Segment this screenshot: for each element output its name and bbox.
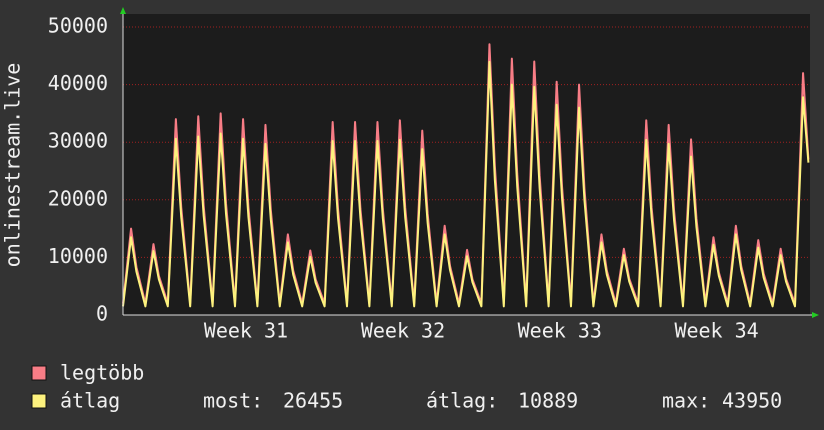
- summary-value: 10889: [518, 389, 578, 413]
- summary-value: 26455: [283, 389, 343, 413]
- y-axis-label: onlinestream.live: [1, 63, 25, 268]
- y-tick-label: 40000: [48, 71, 108, 95]
- y-tick-label: 0: [96, 302, 108, 326]
- y-tick-label: 10000: [48, 244, 108, 268]
- summary-label: most:: [203, 389, 263, 413]
- series-line: [122, 60, 810, 308]
- summary-label: átlag:: [426, 389, 498, 413]
- legend-swatch: [31, 393, 47, 409]
- summary-value: 43950: [722, 389, 782, 413]
- legend-swatch: [31, 365, 47, 381]
- axis-arrow: [812, 312, 819, 318]
- axis-arrow: [120, 7, 126, 14]
- x-tick-label: Week 33: [518, 319, 602, 343]
- summary-label: max:: [662, 389, 710, 413]
- x-tick-label: Week 32: [361, 319, 445, 343]
- legend-label: legtöbb: [60, 361, 144, 385]
- x-tick-label: Week 34: [674, 319, 758, 343]
- legend-label: átlag: [60, 389, 120, 413]
- x-tick-label: Week 31: [204, 319, 288, 343]
- y-tick-label: 30000: [48, 129, 108, 153]
- legend: legtöbb átlag most: 26455 átlag: 10889 max: 439…: [31, 361, 782, 413]
- y-tick-label: 50000: [48, 14, 108, 38]
- y-tick-label: 20000: [48, 186, 108, 210]
- plot-area: [123, 14, 810, 315]
